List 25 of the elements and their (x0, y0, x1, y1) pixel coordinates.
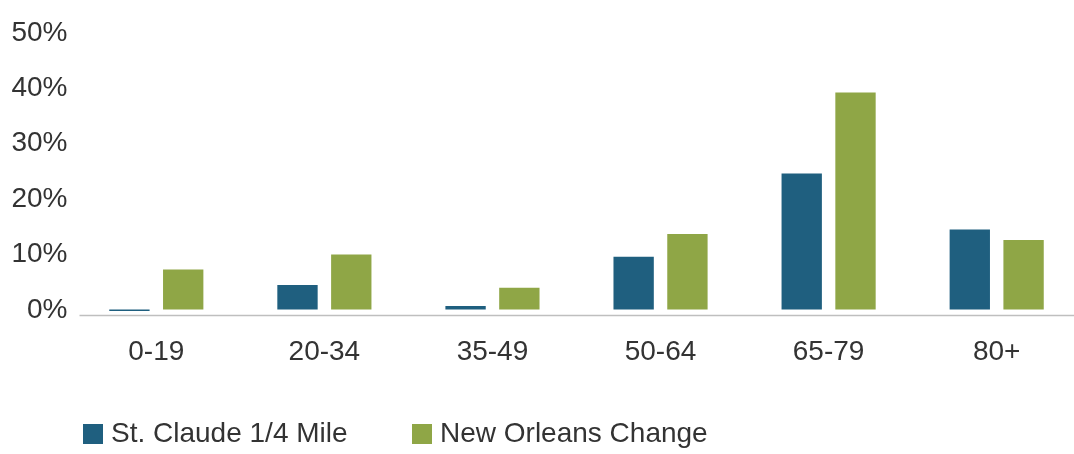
bar (781, 173, 822, 310)
x-tick-label: 65-79 (792, 334, 865, 366)
bar (835, 92, 876, 310)
y-tick-label: 20% (11, 181, 68, 213)
x-tick-label: 0-19 (128, 334, 185, 366)
bar (613, 256, 654, 310)
bar (163, 269, 204, 310)
y-tick-label: 10% (11, 237, 68, 269)
bar (949, 229, 990, 310)
x-tick-label: 20-34 (288, 334, 361, 366)
x-tick-label: 80+ (972, 334, 1021, 366)
y-tick-label: 30% (11, 126, 68, 158)
bar (667, 233, 708, 310)
bar (499, 287, 540, 310)
legend-label: St. Claude 1/4 Mile (111, 417, 348, 448)
y-tick-label: 0% (27, 292, 68, 324)
bar (445, 306, 486, 310)
legend-label: New Orleans Change (440, 417, 708, 448)
y-tick-label: 50% (11, 15, 68, 47)
y-tick-label: 40% (11, 70, 68, 102)
x-tick-label: 50-64 (624, 334, 697, 366)
bar (1003, 240, 1044, 310)
bar (331, 254, 372, 310)
x-tick-label: 35-49 (456, 334, 529, 366)
bar (277, 285, 318, 310)
